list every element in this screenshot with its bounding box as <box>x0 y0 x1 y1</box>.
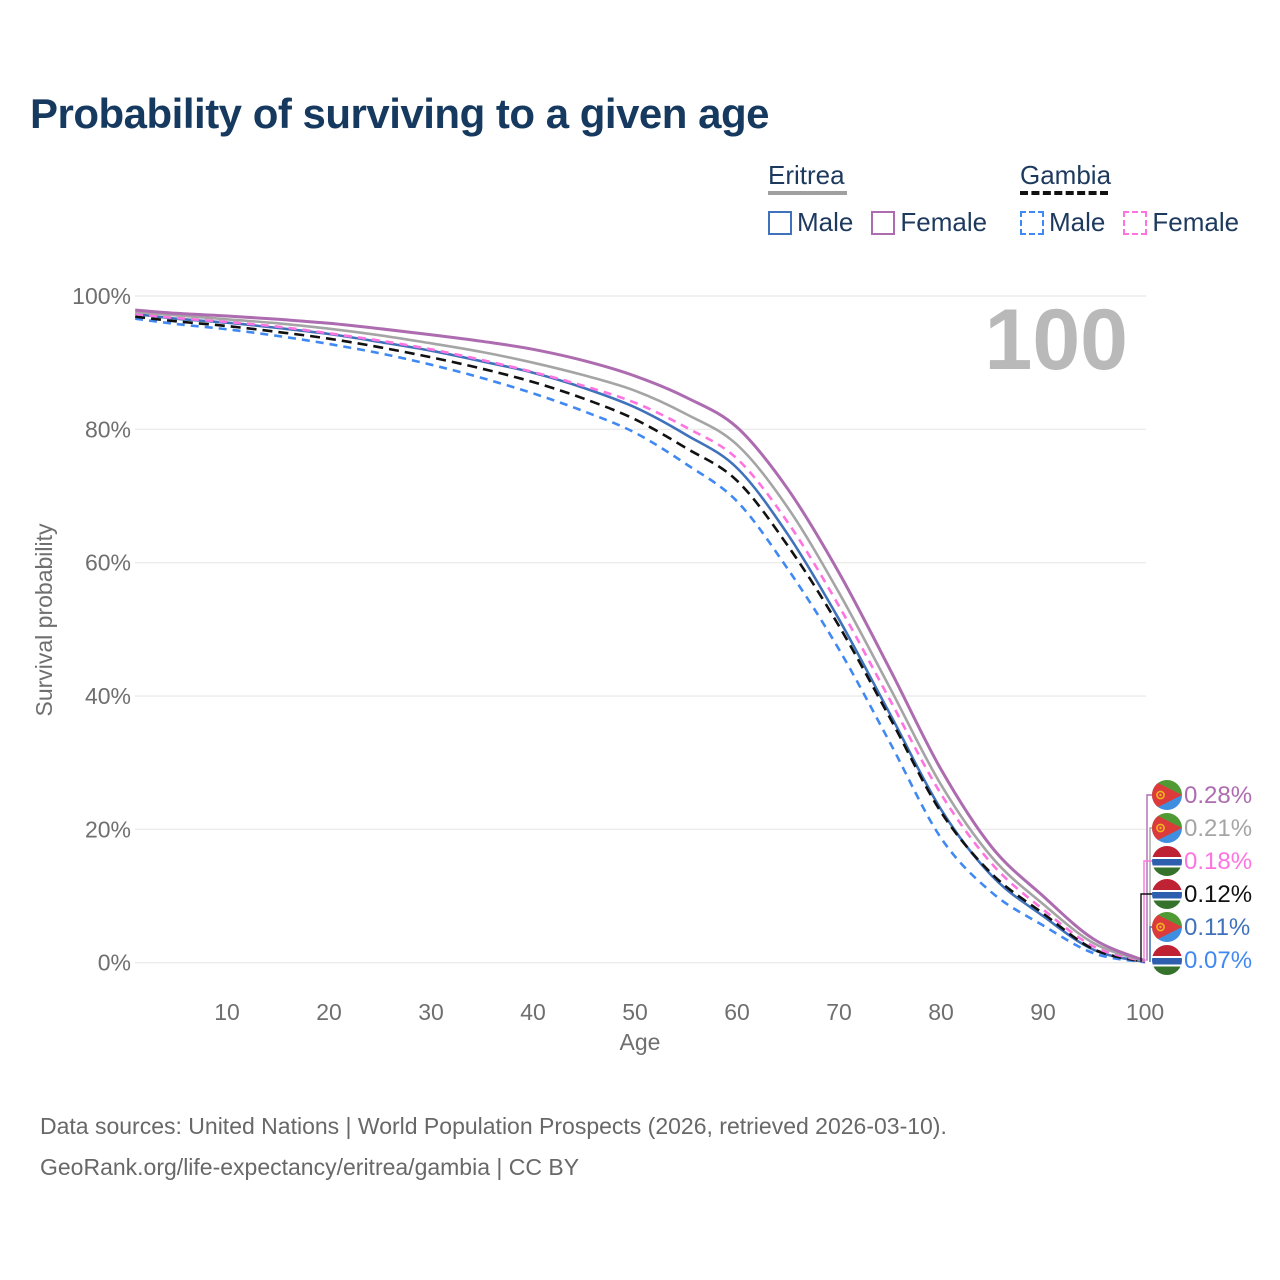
x-tick-50: 50 <box>622 999 648 1025</box>
legend-label-gambia-male: Male <box>1049 207 1106 237</box>
end-label-eritrea_male: 0.11% <box>1184 914 1250 941</box>
legend-label-eritrea-male: Male <box>797 207 854 237</box>
gambia-female-swatch-icon[interactable] <box>1123 210 1148 235</box>
legend-item-eritrea-male[interactable]: Male <box>768 207 853 238</box>
x-tick-20: 20 <box>316 999 342 1025</box>
end-label-gambia_male: 0.07% <box>1184 947 1252 974</box>
end-connector-gambia_total <box>1140 893 1152 962</box>
x-tick-30: 30 <box>418 999 444 1025</box>
x-tick-70: 70 <box>826 999 852 1025</box>
legend-item-eritrea-female[interactable]: Female <box>871 207 987 238</box>
x-tick-40: 40 <box>520 999 546 1025</box>
eritrea-flag-icon <box>1152 813 1182 843</box>
curve-gambia_total[interactable] <box>135 315 1146 964</box>
page-title: Probability of surviving to a given age <box>30 90 769 137</box>
footer-attribution: GeoRank.org/life-expectancy/eritrea/gamb… <box>40 1154 580 1180</box>
axis-layer: 0% 20% 40% 60% 80% 100% 10 20 30 40 50 60 70 80 90 100 <box>72 283 1164 1025</box>
eritrea-flag-icon <box>1152 780 1182 810</box>
x-tick-100: 100 <box>1126 999 1164 1025</box>
end-connector-eritrea_male <box>1149 926 1152 962</box>
eritrea-line-swatch <box>768 191 847 195</box>
end-label-gambia_total: 0.12% <box>1184 881 1252 908</box>
x-tick-80: 80 <box>928 999 954 1025</box>
x-axis-title: Age <box>620 1029 661 1055</box>
x-tick-90: 90 <box>1030 999 1056 1025</box>
curve-gambia_female[interactable] <box>135 312 1146 963</box>
legend-label-eritrea-female: Female <box>900 207 988 237</box>
grid-layer <box>135 295 1146 964</box>
gambia-flag-icon <box>1152 945 1182 975</box>
gambia-flag-icon <box>1152 879 1182 909</box>
legend-label-gambia-female: Female <box>1152 207 1240 237</box>
y-tick-60: 60% <box>85 550 131 576</box>
legend-items-eritrea: Male Female <box>768 207 987 238</box>
y-tick-20: 20% <box>85 816 131 842</box>
curve-gambia_male[interactable] <box>135 317 1146 964</box>
curve-eritrea_female[interactable] <box>135 308 1146 963</box>
gambia-flag-icon <box>1152 846 1182 876</box>
gambia-male-swatch-icon[interactable] <box>1020 210 1044 235</box>
legend-group-eritrea: Eritrea Male Female <box>768 161 987 238</box>
end-label-gambia_female: 0.18% <box>1184 848 1252 875</box>
y-tick-40: 40% <box>85 683 131 709</box>
y-tick-0: 0% <box>98 950 131 976</box>
x-tick-10: 10 <box>214 999 240 1025</box>
legend-heading-eritrea: Eritrea <box>768 160 845 190</box>
end-label-eritrea_total: 0.21% <box>1184 815 1252 842</box>
curve-eritrea_total[interactable] <box>135 310 1146 963</box>
plot-area[interactable] <box>135 296 1146 964</box>
legend-item-gambia-male[interactable]: Male <box>1020 207 1105 238</box>
y-tick-100: 100% <box>72 283 131 309</box>
footer-data-sources: Data sources: United Nations | World Pop… <box>40 1113 947 1139</box>
legend-item-gambia-female[interactable]: Female <box>1123 207 1239 238</box>
y-axis-title: Survival probability <box>31 523 57 717</box>
annotation-layer: 0.28% 0.21% 0.18% 0.12% 0.11% 0.07% <box>1140 780 1252 975</box>
curve-layer <box>135 308 1146 964</box>
legend-items-gambia: Male Female <box>1020 207 1239 238</box>
legend-group-gambia: Gambia Male Female <box>1020 161 1239 238</box>
legend-heading-gambia: Gambia <box>1020 160 1112 190</box>
y-tick-80: 80% <box>85 416 131 442</box>
x-tick-60: 60 <box>724 999 750 1025</box>
end-connector-eritrea_total <box>1149 827 1152 962</box>
end-connector-eritrea_female <box>1146 794 1152 961</box>
eritrea-female-swatch-icon[interactable] <box>871 210 896 235</box>
age-counter-watermark: 100 <box>985 297 1129 383</box>
eritrea-male-swatch-icon[interactable] <box>768 210 792 235</box>
end-label-eritrea_female: 0.28% <box>1184 782 1252 809</box>
footer: Data sources: United Nations | World Pop… <box>40 1106 947 1188</box>
legend: Eritrea Male Female Gambia Male <box>0 161 1280 241</box>
end-connector-gambia_female <box>1143 860 1152 962</box>
eritrea-flag-icon <box>1152 912 1182 942</box>
gambia-line-swatch <box>1020 191 1108 195</box>
